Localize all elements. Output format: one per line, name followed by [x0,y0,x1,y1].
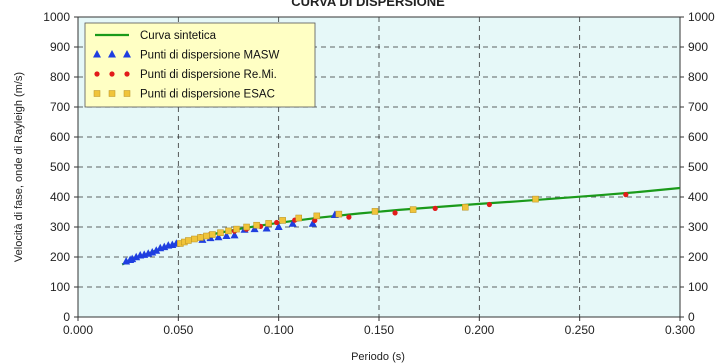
y-tick-label-right: 1000 [688,10,715,24]
data-point-triangle [262,224,271,232]
data-point-square [462,203,469,211]
legend-swatch-marker [93,90,101,97]
y-tick-label-right: 500 [688,160,708,174]
data-point-square [279,217,286,224]
y-tick-label-left: 800 [50,70,70,84]
data-point-square [191,235,198,243]
y-tick-label-left: 300 [50,220,70,234]
data-point-square [203,232,210,240]
y-tick-label-left: 500 [50,160,70,174]
x-axis-label: Periodo (s) [351,351,405,363]
y-tick-label-left: 700 [50,100,70,114]
y-tick-label-right: 700 [688,100,708,114]
y-tick-label-right: 300 [688,220,708,234]
legend-label: Punti di dispersione ESAC [140,89,275,101]
data-point-triangle [288,219,297,227]
data-point-square [185,237,192,244]
y-tick-label-right: 200 [688,250,708,264]
legend-swatch-marker [94,71,100,77]
data-point-circle [486,201,492,208]
x-tick-label: 0.200 [464,323,494,337]
data-point-triangle [222,231,231,239]
x-tick-label: 0.050 [163,323,193,337]
legend-box [84,22,316,108]
data-point-square [217,229,224,236]
data-point-square [197,234,204,241]
data-point-square [253,221,260,229]
y-axis-label: Velocità di fase, onde di Rayleigh (m/s) [13,72,25,262]
data-point-circle [432,205,438,211]
data-point-triangle [214,232,223,241]
data-point-square [233,225,240,233]
y-tick-label-left: 100 [50,280,70,294]
data-point-square [532,195,539,203]
chart-title: CURVA DI DISPERSIONE [291,0,445,9]
data-marks [121,186,681,266]
legend-swatch-marker [109,71,115,77]
y-tick-label-left: 200 [50,250,70,264]
tick-labels: 0 0 100 100 200 200 300 300 400 400 500 500 600 600 70… [43,10,715,337]
y-tick-label-left: 400 [50,190,70,204]
legend-swatch-marker [93,50,101,58]
data-point-circle [346,214,352,220]
data-point-triangle [152,246,161,254]
y-tick-label-right: 800 [688,70,708,84]
y-tick-label-left: 600 [50,130,70,144]
y-tick-label-right: 400 [688,190,708,204]
data-point-circle [392,210,398,216]
legend-label: Punti di dispersione MASW [140,50,279,62]
data-point-square [313,212,321,220]
data-point-circle [623,192,629,198]
data-point-circle [274,219,280,226]
data-point-square [295,214,302,222]
data-point-square [209,231,216,238]
x-tick-label: 0.250 [565,323,595,337]
x-tick-label: 0.300 [665,323,695,337]
data-point-square [371,208,379,215]
x-tick-label: 0.100 [264,323,294,337]
y-tick-label-right: 0 [688,310,695,324]
y-tick-label-left: 900 [50,40,70,54]
legend-swatch-marker [123,50,131,58]
legend-swatch-marker [108,90,116,97]
legend-label: Punti di dispersione Re.Mi. [140,69,277,81]
x-tick-label: 0.150 [364,323,394,337]
legend-label: Curva sintetica [140,30,217,42]
legend-swatch-marker [123,90,131,97]
data-point-square [335,210,343,218]
x-tick-label: 0.000 [63,323,93,337]
data-point-triangle [308,219,317,227]
legend-swatch-marker [108,50,116,58]
data-point-square [409,206,417,213]
y-tick-label-left: 0 [63,310,70,324]
y-tick-label-right: 100 [688,280,708,294]
data-point-square [265,220,272,227]
data-point-triangle [274,222,283,230]
y-tick-label-right: 600 [688,130,708,144]
data-point-square [225,227,232,235]
legend-swatch-marker [124,71,130,77]
data-point-triangle [230,230,239,239]
data-point-square [243,223,250,231]
y-tick-label-left: 1000 [43,10,70,24]
legend: Curva sintetica Punti di dispersione MASW… [84,22,316,108]
y-tick-label-right: 900 [688,40,708,54]
